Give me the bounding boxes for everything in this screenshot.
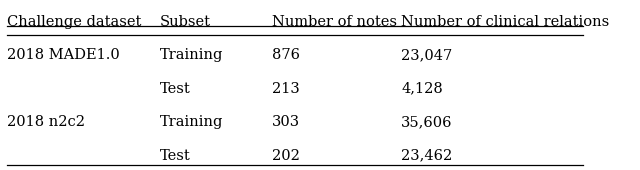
Text: 303: 303 bbox=[272, 115, 300, 129]
Text: 23,462: 23,462 bbox=[401, 149, 452, 163]
Text: 23,047: 23,047 bbox=[401, 48, 452, 62]
Text: 2018 MADE1.0: 2018 MADE1.0 bbox=[7, 48, 120, 62]
Text: Subset: Subset bbox=[160, 15, 211, 29]
Text: 202: 202 bbox=[272, 149, 300, 163]
Text: Training: Training bbox=[160, 48, 223, 62]
Text: Challenge dataset: Challenge dataset bbox=[7, 15, 141, 29]
Text: 876: 876 bbox=[272, 48, 300, 62]
Text: Number of notes: Number of notes bbox=[272, 15, 397, 29]
Text: Test: Test bbox=[160, 149, 191, 163]
Text: 2018 n2c2: 2018 n2c2 bbox=[7, 115, 85, 129]
Text: 4,128: 4,128 bbox=[401, 82, 443, 96]
Text: 35,606: 35,606 bbox=[401, 115, 452, 129]
Text: 213: 213 bbox=[272, 82, 300, 96]
Text: Number of clinical relations: Number of clinical relations bbox=[401, 15, 609, 29]
Text: Test: Test bbox=[160, 82, 191, 96]
Text: Training: Training bbox=[160, 115, 223, 129]
